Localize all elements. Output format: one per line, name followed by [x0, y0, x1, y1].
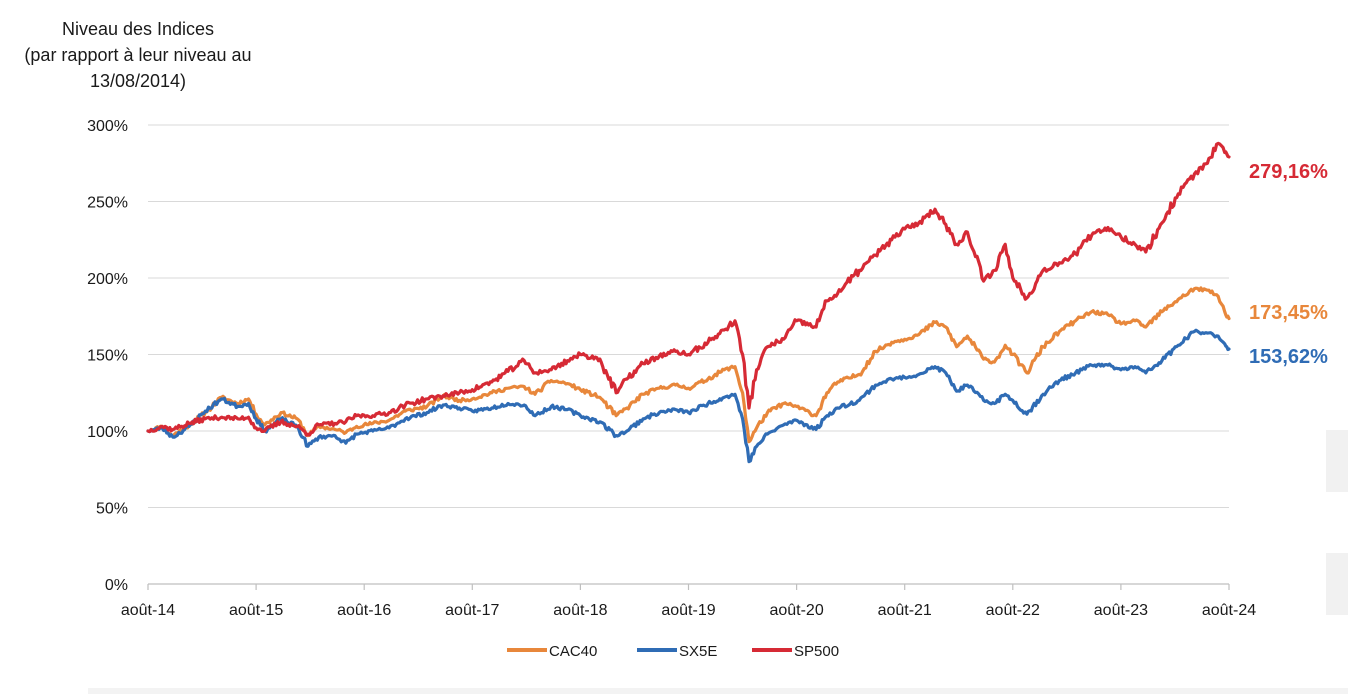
x-tick-label: août-17 — [445, 602, 499, 619]
legend: CAC40 SX5E SP500 — [507, 643, 839, 660]
x-tick-label: août-18 — [553, 602, 607, 619]
chart-title-line-1: Niveau des Indices — [62, 19, 214, 39]
x-tick-label: août-23 — [1094, 602, 1148, 619]
x-axis: août-14 août-15 août-16 août-17 août-18 août-… — [121, 583, 1256, 619]
x-tick-label: août-14 — [121, 602, 175, 619]
y-tick-label: 300% — [87, 118, 128, 135]
bottom-strip — [88, 688, 1348, 694]
x-tick-label: août-19 — [661, 602, 715, 619]
gridlines — [148, 124, 1229, 508]
series-line-cac40 — [146, 286, 1231, 444]
end-label-sx5e: 153,62% — [1249, 346, 1328, 368]
series-layer — [146, 141, 1231, 464]
x-tick-label: août-24 — [1202, 602, 1256, 619]
legend-label-sp500: SP500 — [794, 643, 839, 660]
x-tick-label: août-21 — [878, 602, 932, 619]
end-label-sp500: 279,16% — [1249, 161, 1328, 183]
y-tick-label: 100% — [87, 424, 128, 441]
y-tick-label: 50% — [96, 501, 128, 518]
chart-title: Niveau des Indices (par rapport à leur n… — [24, 19, 251, 91]
end-labels: 173,45% 153,62% 279,16% — [1249, 161, 1328, 368]
end-label-cac40: 173,45% — [1249, 302, 1328, 324]
x-tick-label: août-16 — [337, 602, 391, 619]
y-tick-label: 250% — [87, 195, 128, 212]
y-tick-label: 0% — [105, 577, 128, 594]
chart-title-line-3: 13/08/2014) — [90, 71, 186, 91]
y-tick-label: 150% — [87, 348, 128, 365]
x-tick-label: août-22 — [986, 602, 1040, 619]
x-tick-label: août-15 — [229, 602, 283, 619]
y-axis: 0% 50% 100% 150% 200% 250% 300% — [87, 118, 128, 594]
side-panel-top — [1326, 430, 1348, 492]
y-tick-label: 200% — [87, 271, 128, 288]
series-line-sp500 — [146, 141, 1231, 437]
series-line-sx5e — [146, 328, 1231, 464]
legend-label-sx5e: SX5E — [679, 643, 717, 660]
chart-title-line-2: (par rapport à leur niveau au — [24, 45, 251, 65]
x-tick-label: août-20 — [769, 602, 823, 619]
side-panel-bottom — [1326, 553, 1348, 615]
legend-label-cac40: CAC40 — [549, 643, 597, 660]
